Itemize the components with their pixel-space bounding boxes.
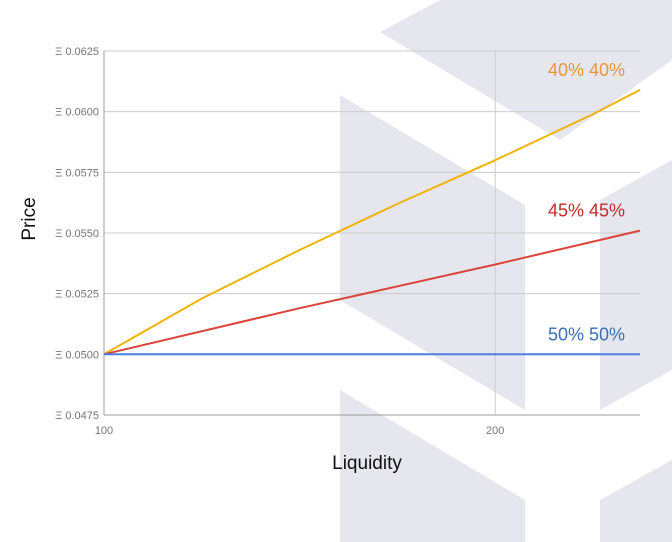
- watermark-logo: [340, 0, 672, 542]
- watermark-shape-bottom-right: [600, 460, 672, 542]
- y-tick-label: Ξ 0.0600: [55, 107, 99, 119]
- series-label-1: 45% 45%: [548, 201, 625, 221]
- series-line-0: [103, 88, 641, 356]
- x-tick-label: 200: [486, 425, 504, 437]
- watermark-shape-right: [600, 160, 672, 410]
- y-axis-title: Price: [19, 197, 40, 240]
- y-tick-label: Ξ 0.0550: [55, 228, 99, 240]
- watermark-shape-left: [340, 95, 525, 410]
- x-tick-label: 100: [95, 425, 113, 437]
- y-tick-label: Ξ 0.0475: [55, 410, 99, 422]
- y-tick-label: Ξ 0.0625: [55, 46, 99, 58]
- x-axis: 100 200: [95, 425, 505, 437]
- y-tick-label: Ξ 0.0500: [55, 349, 99, 361]
- y-axis: Ξ 0.0475 Ξ 0.0500 Ξ 0.0525 Ξ 0.0550 Ξ 0.0575…: [55, 46, 99, 422]
- watermark-shape-bottom-left: [340, 390, 525, 542]
- series-label-2: 50% 50%: [548, 324, 625, 344]
- y-tick-label: Ξ 0.0525: [55, 289, 99, 301]
- y-tick-label: Ξ 0.0575: [55, 167, 99, 179]
- watermark-shape-top: [380, 0, 672, 140]
- series-line-1: [103, 229, 641, 356]
- series-layer: 40% 40% 45% 45% 50% 50%: [103, 60, 641, 356]
- x-axis-title: Liquidity: [332, 453, 402, 474]
- series-label-0: 40% 40%: [548, 60, 625, 80]
